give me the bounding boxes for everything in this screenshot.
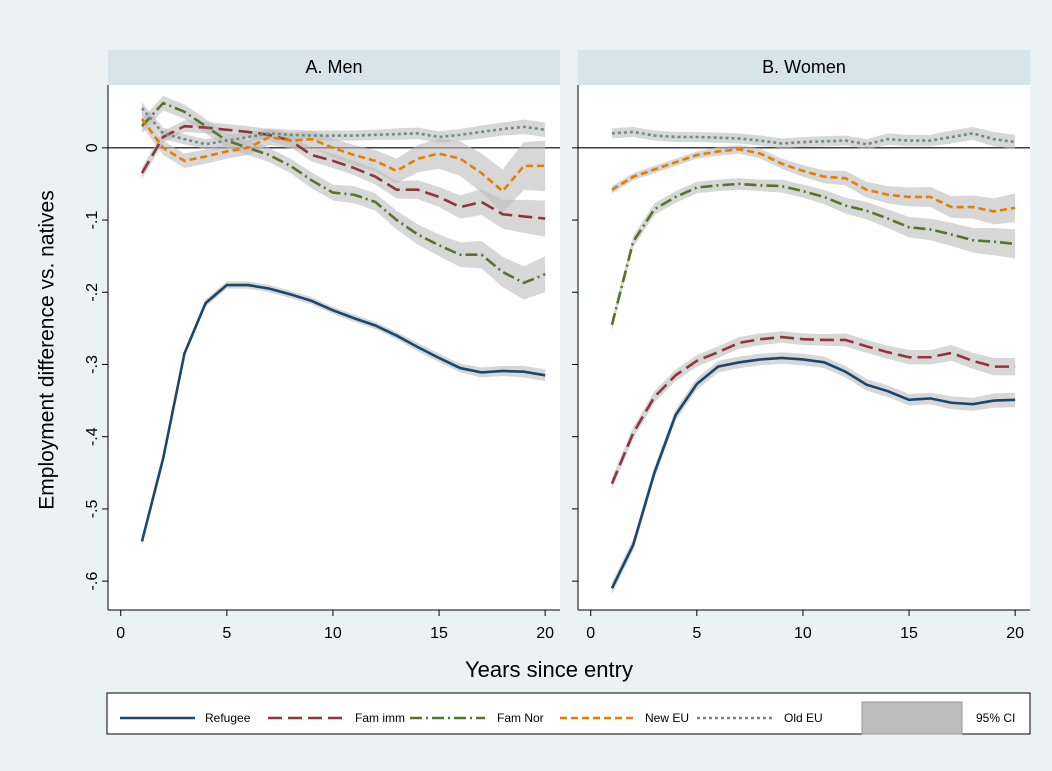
legend-label: Fam Nor bbox=[497, 711, 544, 725]
panel-header bbox=[578, 50, 1030, 85]
x-tick-label: 5 bbox=[222, 625, 231, 642]
ci-band bbox=[611, 144, 1016, 225]
x-tick-label: 10 bbox=[794, 625, 812, 642]
legend-swatch bbox=[861, 701, 963, 735]
y-tick-label: -.2 bbox=[84, 283, 101, 302]
series-line bbox=[140, 118, 546, 193]
legend-label: Fam imm bbox=[355, 711, 405, 725]
legend-label: 95% CI bbox=[976, 711, 1015, 725]
series-line bbox=[140, 283, 546, 542]
x-tick-label: 20 bbox=[536, 625, 554, 642]
x-tick-label: 5 bbox=[692, 625, 701, 642]
ci-band bbox=[141, 120, 546, 237]
panel-header bbox=[108, 50, 560, 85]
y-tick-label: -.6 bbox=[84, 572, 101, 591]
y-tick-label: 0 bbox=[84, 143, 101, 152]
series-line bbox=[610, 356, 1016, 589]
x-axis-label: Years since entry bbox=[465, 657, 633, 682]
x-tick-label: 20 bbox=[1006, 625, 1024, 642]
panel-title: B. Women bbox=[762, 57, 846, 77]
x-tick-label: 0 bbox=[586, 625, 595, 642]
x-tick-label: 15 bbox=[900, 625, 918, 642]
y-tick-label: -.5 bbox=[84, 499, 101, 518]
legend-label: New EU bbox=[645, 711, 689, 725]
series-line bbox=[611, 130, 1016, 146]
plot-area bbox=[578, 85, 1030, 610]
x-tick-label: 0 bbox=[116, 625, 125, 642]
ci-band bbox=[611, 126, 1016, 150]
y-tick-label: -.4 bbox=[84, 427, 101, 446]
legend-label: Refugee bbox=[205, 711, 251, 725]
panel-title: A. Men bbox=[305, 57, 362, 77]
series-line bbox=[140, 107, 546, 146]
series-line bbox=[611, 147, 1016, 213]
legend-label: Old EU bbox=[784, 711, 823, 725]
series-line bbox=[610, 335, 1016, 485]
x-tick-label: 15 bbox=[430, 625, 448, 642]
y-tick-label: -.1 bbox=[84, 211, 101, 230]
series-line bbox=[610, 182, 1016, 326]
y-tick-label: -.3 bbox=[84, 355, 101, 374]
y-axis-label: Employment difference vs. natives bbox=[36, 190, 59, 509]
x-tick-label: 10 bbox=[324, 625, 342, 642]
